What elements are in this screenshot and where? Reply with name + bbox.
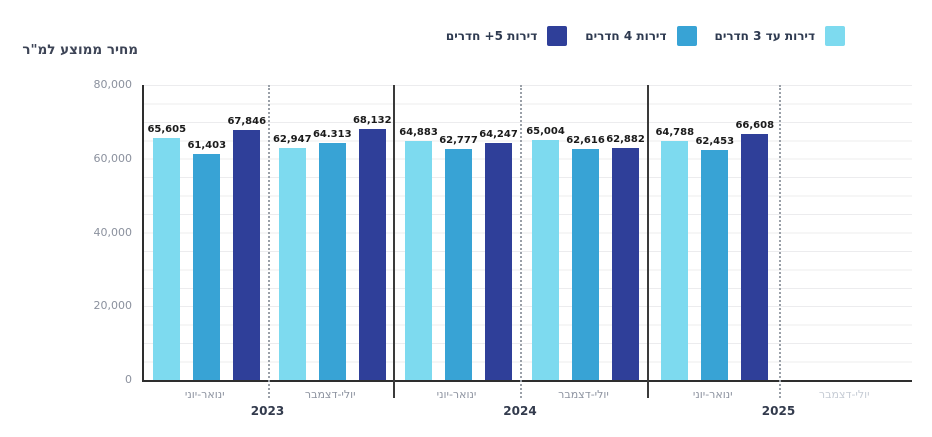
period-group: 62,947 64.313 68,132 — [270, 85, 396, 380]
y-tick-label: 0 — [125, 373, 132, 386]
bar[interactable]: 66,608 — [735, 120, 774, 380]
y-tick-label: 40,000 — [93, 225, 133, 239]
period-group — [781, 85, 913, 380]
bar-value-label: 68,132 — [352, 115, 392, 126]
x-period-label: ינואר-יוני — [436, 388, 477, 401]
bar[interactable]: 62,616 — [566, 135, 605, 380]
bar-value-label: 64,883 — [399, 127, 438, 138]
bar[interactable]: 62,947 — [273, 134, 312, 380]
period-separator-line — [778, 85, 781, 398]
bar[interactable]: 61,403 — [187, 140, 226, 380]
x-period-label: יולי-דצמבר — [818, 388, 870, 401]
x-period-label: ינואר-יוני — [184, 388, 225, 401]
x-year-label: 2023 — [250, 404, 285, 418]
period-separator-line — [267, 85, 270, 398]
chart-title: מחיר ממוצע למ"ר — [22, 42, 138, 58]
period-group: 64,788 62,453 66,608 — [649, 85, 781, 380]
bar-value-label: 67,846 — [227, 116, 267, 127]
bar-value-label: 62,777 — [439, 135, 478, 146]
bar[interactable]: 62,453 — [695, 136, 734, 380]
bar-value-label: 62,453 — [695, 136, 735, 147]
bar[interactable]: 65,004 — [526, 126, 565, 380]
bar[interactable]: 64,247 — [479, 129, 518, 380]
bar-value-label: 64,247 — [479, 129, 518, 140]
x-year-label: 2025 — [761, 404, 796, 418]
x-period-label: יולי-דצמבר — [558, 388, 609, 401]
period-group: 65,004 62,616 62,882 — [522, 85, 649, 380]
bar-value-label: 66,608 — [735, 120, 775, 131]
bar-value-label: 64.313 — [312, 129, 352, 140]
bar[interactable]: 67,846 — [227, 116, 266, 380]
legend-swatch — [676, 26, 697, 46]
year-separator-line — [393, 85, 395, 398]
bar[interactable]: 64.313 — [313, 129, 352, 380]
bar-value-label: 62,947 — [272, 134, 312, 145]
bar[interactable]: 68,132 — [353, 115, 392, 380]
period-separator-line — [520, 85, 522, 398]
legend-item-series-2[interactable]: דירות 5+ חדרים — [445, 26, 568, 46]
bar[interactable]: 65,605 — [147, 124, 186, 380]
legend-item-series-0[interactable]: דירות עד 3 חדרים — [715, 26, 845, 46]
bar-value-label: 62,882 — [606, 134, 645, 145]
bar-value-label: 64,788 — [655, 127, 695, 138]
period-group: 64,883 62,777 64,247 — [395, 85, 522, 380]
x-period-label: יולי-דצמבר — [304, 388, 356, 401]
y-tick-label: 80,000 — [93, 78, 133, 91]
year-section-2024: 64,883 62,777 64,247 65,004 62,616 62,882 — [395, 85, 649, 380]
legend: דירות עד 3 חדרים דירות 4 חדרים דירות 5+ חד… — [446, 26, 845, 46]
period-group: 65,605 61,403 67,846 — [144, 85, 270, 380]
bar[interactable]: 62,777 — [439, 135, 478, 380]
x-period-label: ינואר-יוני — [692, 388, 733, 401]
bar-value-label: 62,616 — [566, 135, 605, 146]
year-section-2023: 65,605 61,403 67,846 62,947 64.313 68,132 — [144, 85, 395, 380]
legend-item-label: דירות 4 חדרים — [585, 29, 667, 43]
plot-area: 65,605 61,403 67,846 62,947 64.313 68,132 64,8… — [142, 85, 912, 398]
bar[interactable]: 64,788 — [655, 127, 694, 380]
bar[interactable]: 64,883 — [399, 127, 438, 380]
legend-item-series-1[interactable]: דירות 4 חדרים — [585, 26, 697, 46]
year-section-2025: 64,788 62,453 66,608 — [649, 85, 912, 380]
legend-swatch — [547, 26, 568, 46]
bar-value-label: 61,403 — [187, 140, 227, 151]
bar-value-label: 65,004 — [526, 126, 565, 137]
plot-grid: 65,605 61,403 67,846 62,947 64.313 68,132 64,8… — [142, 85, 912, 382]
y-tick-label: 60,000 — [93, 151, 133, 165]
x-year-label: 2024 — [503, 404, 537, 418]
bar-value-label: 65,605 — [147, 124, 187, 135]
bar[interactable]: 62,882 — [606, 134, 645, 380]
y-tick-label: 20,000 — [93, 299, 133, 313]
legend-item-label: דירות עד 3 חדרים — [714, 29, 815, 43]
year-separator-line — [647, 85, 649, 398]
legend-item-label: דירות 5+ חדרים — [445, 29, 538, 43]
legend-swatch — [825, 26, 845, 46]
